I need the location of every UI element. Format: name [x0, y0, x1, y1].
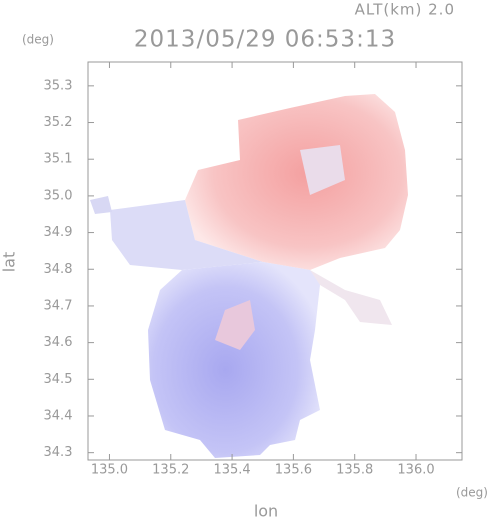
- y-tick-label: 35.2: [44, 115, 73, 130]
- x-tick-label: 135.0: [91, 463, 128, 478]
- red-region: [185, 94, 408, 270]
- x-axis-label: lon: [254, 502, 278, 521]
- y-tick-label: 35.1: [44, 152, 73, 167]
- x-tick-label: 135.8: [336, 463, 373, 478]
- x-tick-label: 136.0: [397, 463, 434, 478]
- blue-patch: [90, 196, 112, 214]
- pale-region: [263, 262, 392, 325]
- y-tick-label: 34.9: [44, 225, 73, 240]
- blue-region: [148, 262, 320, 458]
- y-tick-label: 34.6: [44, 335, 73, 350]
- x-tick-label: 135.2: [152, 463, 189, 478]
- y-unit: (deg): [22, 33, 54, 47]
- y-tick-label: 35.3: [44, 78, 73, 93]
- x-unit: (deg): [456, 486, 488, 500]
- altitude: ALT(km) 2.0: [355, 1, 455, 19]
- plot-frame: [87, 61, 463, 461]
- x-tick-label: 135.6: [275, 463, 312, 478]
- y-tick-label: 34.4: [44, 408, 73, 423]
- y-tick-label: 35.0: [44, 188, 73, 203]
- mixed-patch: [300, 145, 345, 195]
- y-axis-label: lat: [0, 252, 19, 273]
- x-tick-label: 135.4: [213, 463, 250, 478]
- y-tick-label: 34.5: [44, 372, 73, 387]
- radar-field: [90, 94, 408, 458]
- mixed-patch: [215, 300, 255, 350]
- y-tick-label: 34.8: [44, 262, 73, 277]
- pale-blue-region: [110, 200, 263, 270]
- y-tick-label: 34.7: [44, 298, 73, 313]
- chart-title: 2013/05/29 06:53:13: [134, 27, 396, 53]
- y-tick-label: 34.3: [44, 445, 73, 460]
